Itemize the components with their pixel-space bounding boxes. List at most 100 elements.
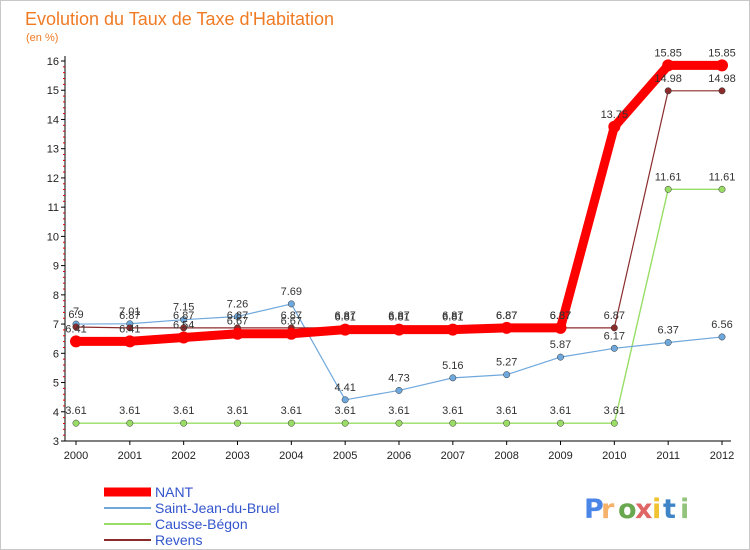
chart-title: Evolution du Taux de Taxe d'Habitation xyxy=(25,9,334,29)
data-label: 14.98 xyxy=(654,73,682,85)
data-point xyxy=(449,374,457,382)
x-tick-label: 2009 xyxy=(548,450,572,462)
data-point xyxy=(554,321,567,334)
data-label: 5.16 xyxy=(442,360,463,372)
data-point xyxy=(446,323,459,336)
data-point xyxy=(287,419,295,427)
data-label: 6.87 xyxy=(388,310,409,322)
data-label: 6.87 xyxy=(334,310,355,322)
legend: NANTSaint-Jean-du-BruelCausse-BégonReven… xyxy=(104,484,280,548)
data-point xyxy=(610,344,618,352)
legend-label: Saint-Jean-du-Bruel xyxy=(155,500,280,516)
data-label: 6.87 xyxy=(442,310,463,322)
y-tick-label: 3 xyxy=(53,436,59,448)
data-label: 6.81 xyxy=(388,312,409,324)
x-tick-label: 2004 xyxy=(279,450,303,462)
x-tick-label: 2006 xyxy=(387,450,411,462)
y-tick-label: 10 xyxy=(47,231,59,243)
data-label: 7.69 xyxy=(281,286,302,298)
data-label: 6.9 xyxy=(68,309,83,321)
logo-letter: t xyxy=(663,494,676,525)
data-point xyxy=(177,331,190,344)
data-label: 3.61 xyxy=(173,405,194,417)
y-tick-label: 5 xyxy=(53,378,59,390)
series-layer xyxy=(70,59,728,427)
data-labels: 6.41 6.41 6.54 6.67 6.67 6.81 6.81 6.81 6.87 6.87… xyxy=(65,47,735,417)
legend-label: Revens xyxy=(155,532,202,548)
data-point xyxy=(718,87,726,95)
y-tick-label: 15 xyxy=(47,85,59,97)
data-point xyxy=(503,371,511,379)
data-point xyxy=(664,87,672,95)
data-point xyxy=(610,324,618,332)
data-label: 6.67 xyxy=(281,316,302,328)
data-label: 3.61 xyxy=(550,405,571,417)
data-point xyxy=(339,323,352,336)
data-point xyxy=(503,419,511,427)
data-point xyxy=(123,335,136,348)
data-label: 6.87 xyxy=(173,310,194,322)
data-label: 6.41 xyxy=(65,323,86,335)
data-label: 15.85 xyxy=(708,47,736,59)
y-tick-label: 13 xyxy=(47,144,59,156)
data-point xyxy=(716,59,728,72)
data-label: 6.81 xyxy=(334,312,355,324)
data-label: 6.87 xyxy=(496,310,517,322)
data-label: 4.73 xyxy=(388,372,409,384)
y-tick-label: 9 xyxy=(53,261,59,273)
data-point xyxy=(180,316,188,324)
data-point xyxy=(285,327,298,340)
logo-letter: x xyxy=(635,494,652,525)
x-tick-label: 2008 xyxy=(494,450,518,462)
data-point xyxy=(664,185,672,193)
y-tick-label: 11 xyxy=(48,202,59,214)
data-label: 5.87 xyxy=(550,339,571,351)
data-point xyxy=(341,396,349,404)
data-point xyxy=(608,120,621,133)
y-tick-label: 16 xyxy=(47,56,59,68)
data-label: 6.87 xyxy=(281,310,302,322)
data-label: 11.61 xyxy=(655,171,682,183)
y-tick-label: 8 xyxy=(53,290,59,302)
data-point xyxy=(718,185,726,193)
data-point xyxy=(557,353,564,361)
data-label: 3.61 xyxy=(496,405,517,417)
logo-letter: i xyxy=(652,494,661,525)
x-tick-label: 2010 xyxy=(602,450,626,462)
series-line-3 xyxy=(75,90,723,329)
data-label: 7 xyxy=(73,306,79,318)
data-label: 13.75 xyxy=(601,109,629,121)
logo-letter: r xyxy=(601,494,615,525)
x-tick-label: 2005 xyxy=(333,450,357,462)
data-point xyxy=(70,335,82,348)
y-tick-label: 6 xyxy=(53,348,59,360)
data-point xyxy=(393,323,405,336)
data-point xyxy=(180,419,188,427)
data-label: 7.15 xyxy=(173,302,194,314)
data-label: 4.41 xyxy=(334,382,355,394)
data-label: 6.87 xyxy=(496,310,517,322)
data-label: 7.26 xyxy=(227,298,248,310)
data-point xyxy=(72,419,80,427)
logo-letter: i xyxy=(680,494,689,525)
x-tick-label: 2000 xyxy=(64,450,88,462)
data-point xyxy=(180,324,188,332)
x-tick-label: 2011 xyxy=(656,450,680,462)
data-point xyxy=(500,321,513,334)
chart-subtitle: (en %) xyxy=(26,32,58,44)
logo-letter: P xyxy=(584,494,604,525)
data-point xyxy=(395,386,403,394)
x-tick-label: 2012 xyxy=(710,450,734,462)
data-label: 6.54 xyxy=(173,320,194,332)
data-point xyxy=(126,419,134,427)
data-label: 15.85 xyxy=(654,47,682,59)
x-tick-label: 2003 xyxy=(225,450,249,462)
y-tick-label: 14 xyxy=(47,114,59,126)
data-point xyxy=(234,313,241,320)
data-point xyxy=(557,419,564,427)
data-point xyxy=(341,419,349,427)
y-tick-label: 12 xyxy=(47,173,59,185)
legend-label: NANT xyxy=(155,484,194,500)
